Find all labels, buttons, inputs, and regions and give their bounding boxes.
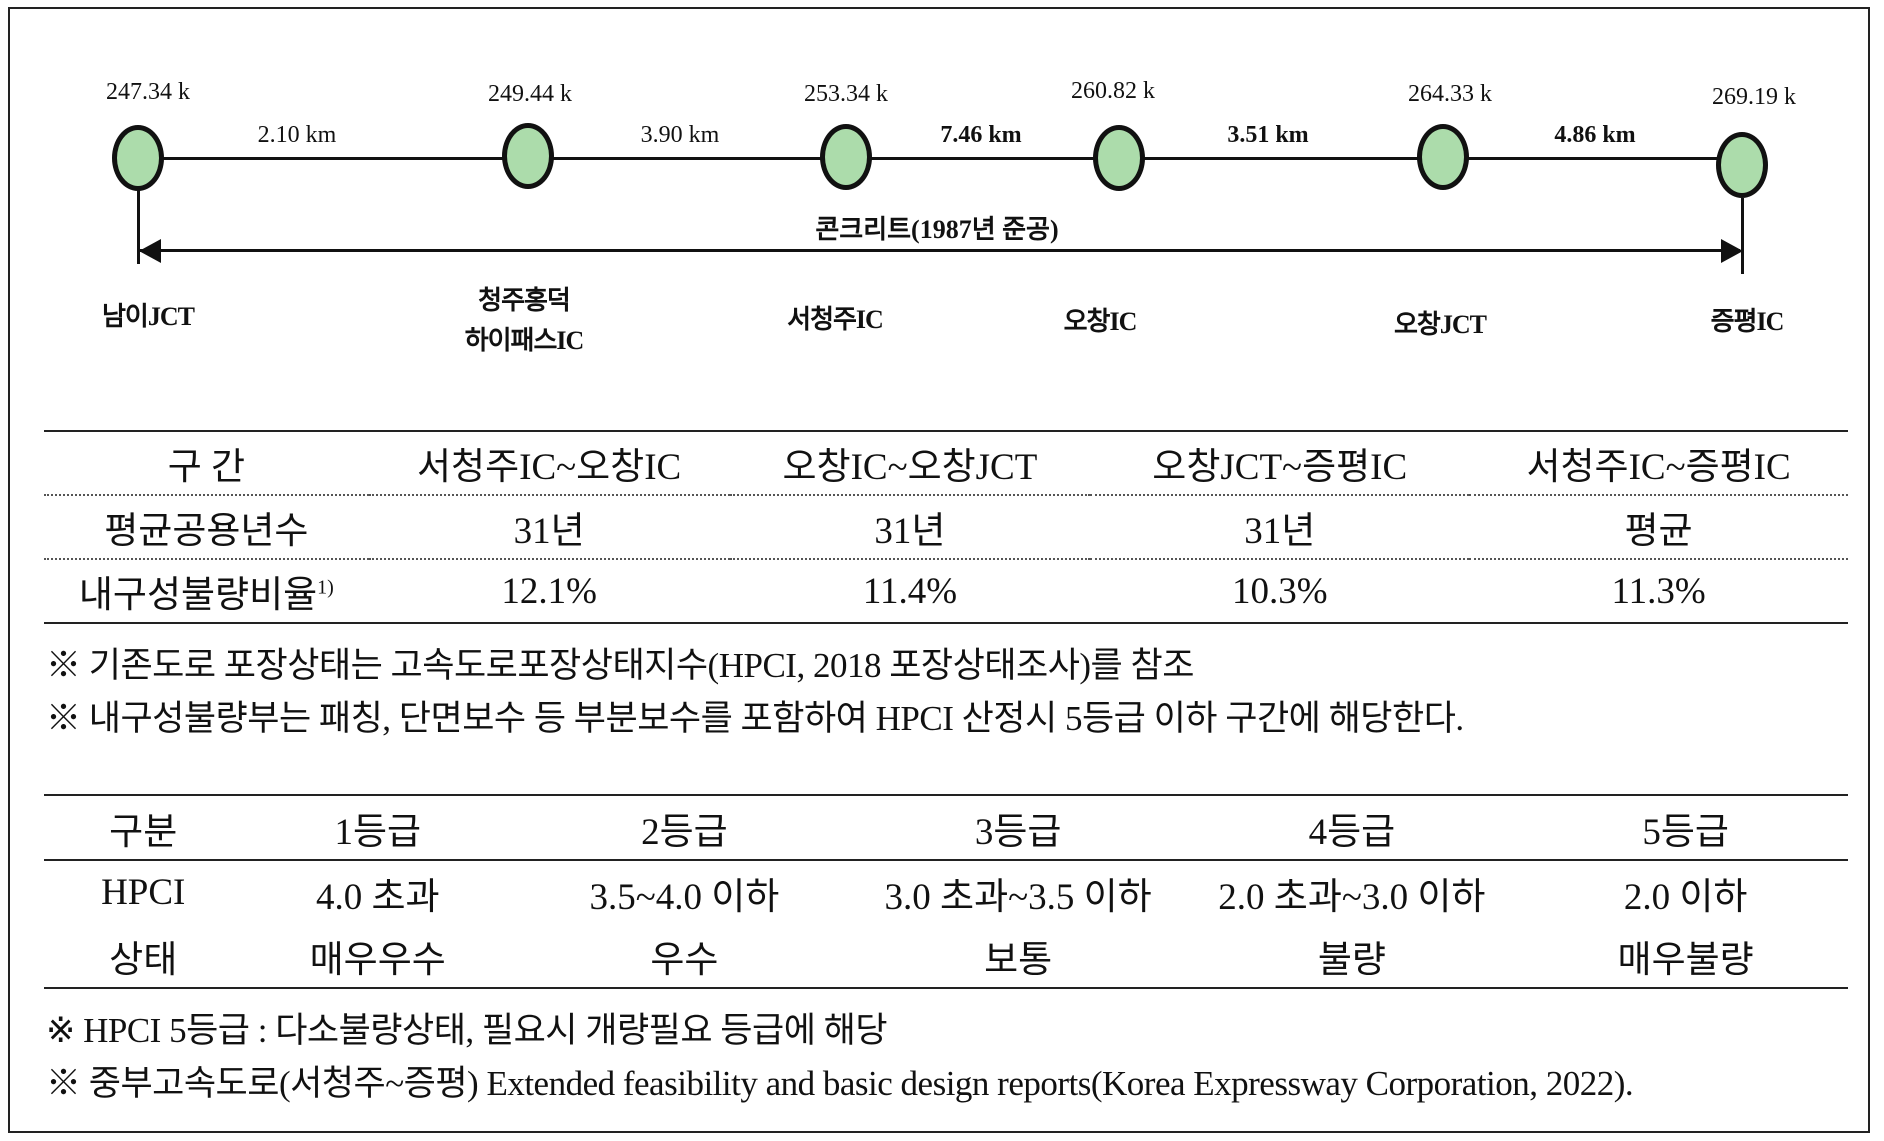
segment-distance: 3.90 km <box>640 122 720 148</box>
arrow-right-icon <box>1721 239 1743 263</box>
note-hpci-source: ※ 기존도로 포장상태는 고속도로포장상태지수(HPCI, 2018 포장상태조… <box>46 646 1194 685</box>
table-row: 상태 매우우수 우수 보통 불량 매우불량 <box>44 924 1848 989</box>
table-cell: 31년 <box>1090 495 1470 560</box>
node-namyi-jct <box>112 125 164 191</box>
chainage-label: 260.82 k <box>1071 78 1155 104</box>
row-label: 상태 <box>44 924 243 989</box>
row-label: 내구성불량비율1) <box>44 559 369 624</box>
note-hpci-grade5: ※ HPCI 5등급 : 다소불량상태, 필요시 개량필요 등급에 해당 <box>46 1011 888 1050</box>
table-cell: 4.0 초과 <box>315 876 440 918</box>
table-header-cell: 1등급 <box>242 794 514 861</box>
table-cell: 매우우수 <box>242 924 514 989</box>
pavement-age-table: 구 간 서청주IC~오창IC 오창IC~오창JCT 오창JCT~증평IC 서청주… <box>44 430 1848 624</box>
table-header-cell: 구 간 <box>44 430 369 496</box>
table-cell: 12.1% <box>368 559 730 624</box>
table-cell: 11.4% <box>729 559 1091 624</box>
table-header-cell: 4등급 <box>1180 794 1524 861</box>
table-header-cell: 2등급 <box>513 794 856 861</box>
node-jeungpyeong-ic <box>1716 132 1768 198</box>
segment-distance: 7.46 km <box>940 122 1022 148</box>
span-right-tick <box>1741 198 1744 274</box>
table-cell: 불량 <box>1180 924 1524 989</box>
segment-distance: 4.86 km <box>1554 122 1636 148</box>
table-cell: 31년 <box>729 495 1091 560</box>
table-cell: 10.3% <box>1090 559 1470 624</box>
node-ochang-jct <box>1417 124 1469 190</box>
table-header-cell: 서청주IC~증평IC <box>1469 430 1848 496</box>
node-seocheongju-ic <box>820 124 872 190</box>
chainage-label: 247.34 k <box>106 79 190 105</box>
row-label: HPCI <box>101 872 186 913</box>
table-cell: 2.0 이하 <box>1623 876 1748 918</box>
arrow-left-icon <box>139 239 161 263</box>
span-label: 콘크리트(1987년 준공) <box>815 215 1059 244</box>
ic-label: 청주홍덕 하이패스IC <box>464 286 585 355</box>
table-cell: 2.0 초과~3.0 이하 <box>1218 876 1486 918</box>
table-cell: 31년 <box>368 495 730 560</box>
ic-label: 서청주IC <box>787 305 884 334</box>
span-arrow-line <box>140 249 1740 252</box>
table-header-cell: 오창IC~오창JCT <box>729 430 1091 496</box>
table-cell: 3.5~4.0 이하 <box>589 876 780 918</box>
table-row: 평균공용년수 31년 31년 31년 평균 <box>44 495 1848 560</box>
table-header-cell: 3등급 <box>855 794 1181 861</box>
chainage-label: 249.44 k <box>488 81 572 107</box>
node-ochang-ic <box>1093 125 1145 191</box>
table-cell: 보통 <box>855 924 1181 989</box>
row-label: 평균공용년수 <box>44 495 369 560</box>
table-row: HPCI 4.0 초과 3.5~4.0 이하 3.0 초과~3.5 이하 2.0… <box>44 860 1848 924</box>
table-cell: 11.3% <box>1469 559 1848 624</box>
route-line <box>138 157 1743 160</box>
table-cell: 3.0 초과~3.5 이하 <box>884 876 1152 918</box>
figure-frame <box>8 7 1870 1133</box>
table-header-cell: 구분 <box>44 794 243 861</box>
ic-label: 오창IC <box>1063 307 1138 336</box>
ic-label: 증평IC <box>1710 307 1785 336</box>
table-cell: 매우불량 <box>1523 924 1848 989</box>
chainage-label: 264.33 k <box>1408 81 1492 107</box>
span-left-tick <box>137 190 140 264</box>
table-cell: 우수 <box>513 924 856 989</box>
ic-label: 남이JCT <box>102 302 195 331</box>
table-row: 내구성불량비율1) 12.1% 11.4% 10.3% 11.3% <box>44 559 1848 624</box>
footnote-marker: 1) <box>317 576 334 599</box>
note-durability-defect: ※ 내구성불량부는 패칭, 단면보수 등 부분보수를 포함하여 HPCI 산정시… <box>46 699 1464 738</box>
table-cell: 평균 <box>1469 495 1848 560</box>
node-cheongju-heungdeok-ic <box>502 123 554 189</box>
chainage-label: 253.34 k <box>804 81 888 107</box>
segment-distance: 2.10 km <box>257 122 337 148</box>
table-header-cell: 5등급 <box>1523 794 1848 861</box>
ic-label: 오창JCT <box>1394 310 1487 339</box>
table-header-cell: 서청주IC~오창IC <box>368 430 730 496</box>
table-header-cell: 오창JCT~증평IC <box>1090 430 1470 496</box>
chainage-label: 269.19 k <box>1712 84 1796 110</box>
hpci-grade-table: 구분 1등급 2등급 3등급 4등급 5등급 HPCI 4.0 초과 3.5~4… <box>44 794 1848 989</box>
segment-distance: 3.51 km <box>1227 122 1309 148</box>
note-reference: ※ 중부고속도로(서청주~증평) Extended feasibility an… <box>46 1064 1634 1103</box>
